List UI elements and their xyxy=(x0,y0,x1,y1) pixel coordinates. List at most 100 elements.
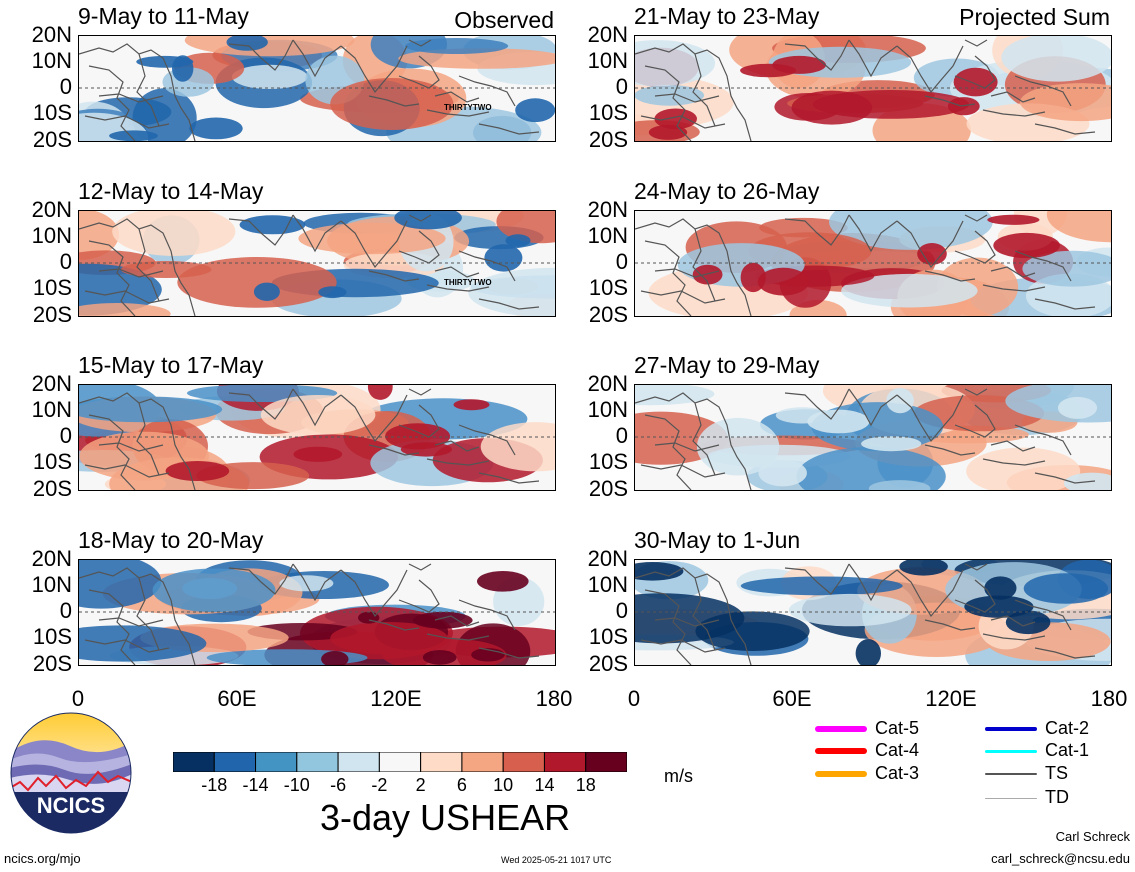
shear-contour xyxy=(79,396,223,423)
lat-label-4-1: 10N xyxy=(31,572,72,597)
map-panel-6 xyxy=(634,210,1112,317)
shear-contour-core xyxy=(917,243,947,265)
coastline xyxy=(964,388,988,396)
ncics-logo-text: NCICS xyxy=(37,793,105,818)
lat-label-6-2: 0 xyxy=(615,249,628,274)
shear-field-5 xyxy=(635,36,1111,141)
colorbar-swatch xyxy=(585,751,628,773)
legend-line-cat-4 xyxy=(815,748,867,754)
coastline xyxy=(635,567,752,665)
coastline xyxy=(654,442,720,452)
coastline xyxy=(228,388,294,420)
colorbar-swatch xyxy=(337,751,380,773)
footer-email[interactable]: carl_schreck@ncsu.edu xyxy=(991,851,1130,866)
shear-contour xyxy=(496,211,555,244)
coastline xyxy=(640,115,726,129)
coastline xyxy=(434,266,480,278)
coastline xyxy=(924,95,976,107)
coastline xyxy=(784,388,850,420)
shear-contour xyxy=(330,622,448,655)
lat-label-4-4: 20S xyxy=(32,651,72,676)
lat-label-6-4: 20S xyxy=(588,302,628,327)
shear-field-1: THIRTYTWO xyxy=(79,36,555,141)
colorbar-tick-label: -6 xyxy=(330,775,347,795)
coastline xyxy=(292,563,342,602)
shear-contour-core xyxy=(412,611,473,629)
colorbar-swatch xyxy=(543,751,587,773)
coastline xyxy=(644,240,692,316)
observed-label: Observed xyxy=(454,7,554,33)
lat-label-8-0: 20N xyxy=(587,546,628,571)
colorbar-title: 3-day USHEAR xyxy=(320,797,571,838)
coastline xyxy=(84,639,170,653)
coastline xyxy=(848,388,898,427)
lon-label-left-60e: 60E xyxy=(217,686,257,711)
lat-label-4-0: 20N xyxy=(31,546,72,571)
lat-label-3-4: 20S xyxy=(32,476,72,501)
storm-label: THIRTYTWO xyxy=(444,278,492,287)
coastline xyxy=(292,39,342,78)
lat-label-7-0: 20N xyxy=(587,371,628,396)
coastline xyxy=(1034,298,1096,310)
shear-contour-core xyxy=(635,562,684,581)
coastline xyxy=(954,55,996,89)
colorbar-swatch xyxy=(461,751,504,773)
shear-contour xyxy=(812,90,970,119)
coastline xyxy=(640,639,726,653)
footer-url[interactable]: ncics.org/mjo xyxy=(4,851,81,866)
legend-label-ts: TS xyxy=(1045,763,1069,783)
coastline xyxy=(458,250,516,282)
legend-label-td: TD xyxy=(1045,787,1069,807)
coastline xyxy=(136,228,160,302)
footer-author: Carl Schreck xyxy=(1055,829,1130,844)
colorbar-swatch xyxy=(420,751,463,773)
coastline xyxy=(784,39,850,71)
lat-label-2-4: 20S xyxy=(32,302,72,327)
coastline xyxy=(982,633,1046,641)
legend-line-cat-2 xyxy=(985,727,1037,731)
colorbar-tick-label: -2 xyxy=(371,775,388,795)
lon-label-right-0: 0 xyxy=(627,686,641,711)
shear-contour xyxy=(966,447,1081,490)
lat-label-7-1: 10N xyxy=(587,397,628,422)
shear-contour-core xyxy=(861,436,922,452)
coastline xyxy=(368,270,420,282)
shear-contour xyxy=(405,38,509,54)
coastline xyxy=(896,394,964,443)
shear-contour xyxy=(1001,36,1111,82)
coastline xyxy=(79,567,196,665)
shear-contour xyxy=(635,40,716,87)
panel-title-4: 18-May to 20-May xyxy=(78,527,264,553)
coastline xyxy=(458,75,516,107)
lat-label-2-2: 0 xyxy=(59,249,72,274)
coastline xyxy=(398,579,440,613)
panel-title-7: 27-May to 29-May xyxy=(634,352,820,378)
shear-contour-core xyxy=(648,124,688,140)
shear-contour-core xyxy=(654,108,697,130)
colorbar-tick-label: -18 xyxy=(201,775,228,795)
shear-contour-core xyxy=(165,461,230,481)
shear-contour-core xyxy=(385,423,451,450)
legend-line-td xyxy=(985,798,1037,799)
coastline xyxy=(228,39,294,71)
shear-contour-core xyxy=(484,244,523,272)
colorbar-tick-label: 2 xyxy=(415,775,426,795)
coastline xyxy=(784,214,850,246)
coastline xyxy=(1034,472,1096,484)
coastline xyxy=(982,109,1046,117)
lat-label-1-4: 20S xyxy=(32,127,72,152)
lat-label-3-1: 10N xyxy=(31,397,72,422)
shear-contour-core xyxy=(239,215,306,235)
shear-contour xyxy=(330,78,454,130)
coastline xyxy=(340,220,408,269)
coastline xyxy=(368,444,420,456)
shear-contour-core xyxy=(807,409,870,434)
coastline xyxy=(896,45,964,94)
legend-line-cat-1 xyxy=(985,750,1037,753)
coastline xyxy=(98,617,164,627)
coastline xyxy=(340,569,408,618)
legend-label-cat-1: Cat-1 xyxy=(1045,740,1090,760)
lat-label-5-2: 0 xyxy=(615,74,628,99)
coastline xyxy=(1014,599,1072,631)
coastline xyxy=(982,458,1046,466)
